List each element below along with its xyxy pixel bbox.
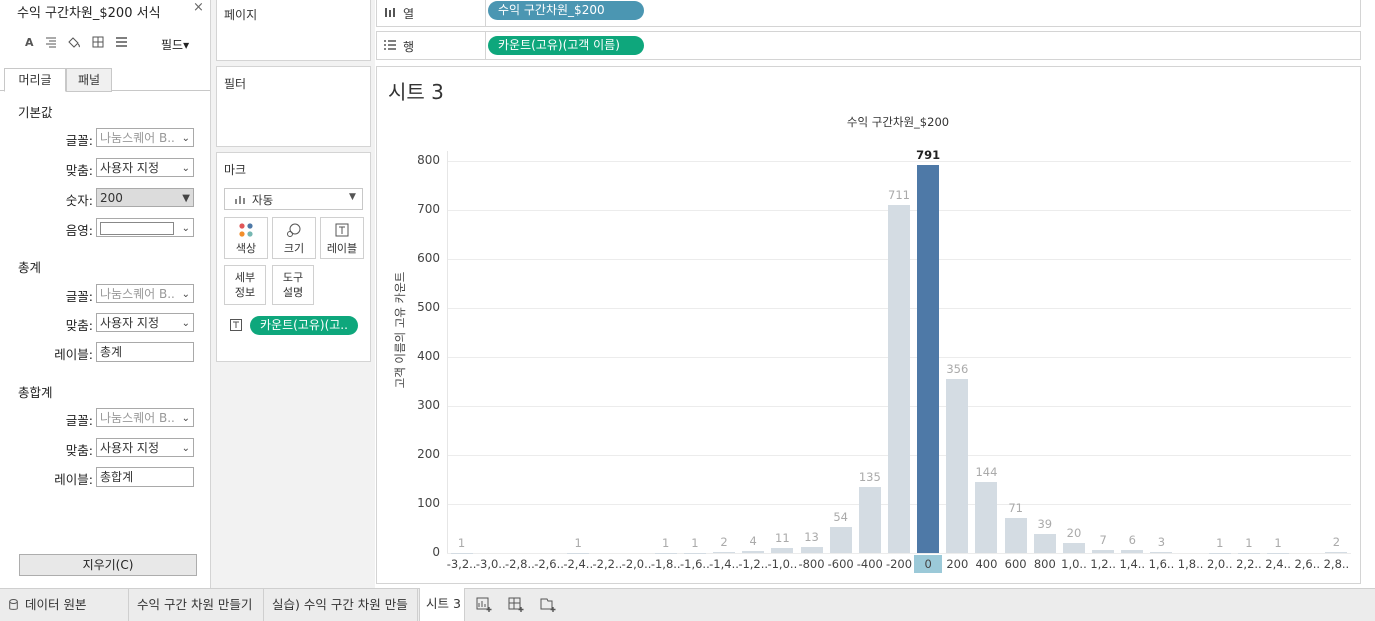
columns-pill[interactable]: 수익 구간차원_$200 [488, 1, 644, 20]
rows-pill[interactable]: 카운트(고유)(고객 이름) [488, 36, 644, 55]
tab-data-source[interactable]: 데이터 원본 [0, 589, 129, 621]
chevron-down-icon: ⌄ [181, 443, 190, 454]
new-story-icon[interactable] [540, 597, 556, 613]
borders-icon[interactable] [92, 36, 104, 51]
filters-card[interactable]: 필터 [216, 66, 371, 147]
pages-card[interactable]: 페이지 [216, 0, 371, 61]
tooltip-button[interactable]: 도구 설명 [272, 265, 314, 305]
label-field-pill[interactable]: 카운트(고유)(고.. [250, 316, 358, 335]
color-dots-icon [239, 223, 253, 237]
tab-header[interactable]: 머리글 [4, 68, 66, 92]
tab-panel[interactable]: 패널 [66, 68, 112, 92]
new-dashboard-icon[interactable] [508, 597, 524, 613]
mark-type-value: 자동 [252, 193, 274, 207]
rows-shelf: 행 카운트(고유)(고객 이름) [376, 31, 1361, 60]
marks-card-title: 마크 [224, 163, 247, 177]
label-button-label: 레이블 [326, 242, 358, 255]
section-total-title: 총계 [18, 260, 42, 275]
format-pane: 수익 구간차원_$200 서식 × A 필드▾ 머리글 패널 기본값 글꼴: 나… [0, 0, 211, 588]
font-icon[interactable]: A [25, 36, 34, 49]
tab-sheet-1[interactable]: 수익 구간 차원 만들기 [129, 589, 264, 621]
tab-sheet-2[interactable]: 실습) 수익 구간 차원 만들 [265, 589, 418, 621]
default-alignment-select[interactable]: 사용자 지정 ⌄ [96, 158, 194, 177]
section-grand-total-title: 총합계 [18, 385, 53, 400]
chevron-down-icon: ⌄ [181, 163, 190, 174]
total-font-select[interactable]: 나눔스퀘어 B.. ⌄ [96, 284, 194, 303]
number-label: 숫자: [65, 193, 93, 208]
pages-card-title: 페이지 [224, 8, 258, 22]
grand-total-alignment-value: 사용자 지정 [100, 441, 160, 455]
rows-icon [384, 40, 396, 50]
total-font-value: 나눔스퀘어 B.. [100, 287, 175, 301]
size-button[interactable]: 크기 [272, 217, 316, 259]
shading-icon[interactable] [67, 36, 81, 51]
shading-select[interactable]: ⌄ [96, 218, 194, 237]
label-button[interactable]: 레이블 [320, 217, 364, 259]
rows-label: 행 [403, 40, 415, 54]
chart-title: 수익 구간차원_$200 [846, 115, 950, 129]
detail-button[interactable]: 세부 정보 [224, 265, 266, 305]
sheet-view [376, 66, 1361, 584]
font-label: 글꼴: [65, 289, 93, 304]
shelf-divider [485, 32, 486, 59]
fields-dropdown[interactable]: 필드▾ [161, 38, 190, 52]
grand-total-alignment-select[interactable]: 사용자 지정 ⌄ [96, 438, 194, 457]
y-axis-title: 고객 이름의 고유 카운트 [393, 271, 407, 389]
chevron-down-icon: ⌄ [181, 413, 190, 424]
caret-down-icon: ▼ [349, 192, 356, 202]
mark-type-select[interactable]: 자동 ▼ [224, 188, 363, 210]
size-icon [287, 223, 301, 237]
chevron-down-icon: ⌄ [181, 318, 190, 329]
shading-label: 음영: [65, 223, 93, 238]
new-worksheet-icon[interactable] [476, 597, 492, 613]
grand-total-label-input[interactable]: 총합계 [96, 467, 194, 487]
default-font-select[interactable]: 나눔스퀘어 B.. ⌄ [96, 128, 194, 147]
text-label-icon [335, 223, 349, 237]
shading-swatch [100, 222, 174, 235]
filters-card-title: 필터 [224, 77, 247, 91]
sheet-title: 시트 3 [388, 80, 444, 104]
default-alignment-value: 사용자 지정 [100, 161, 160, 175]
total-alignment-select[interactable]: 사용자 지정 ⌄ [96, 313, 194, 332]
y-axis-title-box: 고객 이름의 고유 카운트 [393, 250, 407, 410]
sheet-tabs-bar: 데이터 원본 수익 구간 차원 만들기 실습) 수익 구간 차원 만들 시트 3 [0, 588, 1375, 621]
grand-total-font-select[interactable]: 나눔스퀘어 B.. ⌄ [96, 408, 194, 427]
font-label: 글꼴: [65, 413, 93, 428]
font-label: 글꼴: [65, 133, 93, 148]
alignment-label: 맞춤: [65, 443, 93, 458]
number-format-value: 200 [100, 191, 123, 205]
database-icon [9, 599, 18, 610]
section-default-title: 기본값 [18, 105, 53, 120]
default-font-value: 나눔스퀘어 B.. [100, 131, 175, 145]
bar-chart-icon [235, 196, 245, 204]
label-label: 레이블: [54, 472, 93, 487]
columns-shelf: 열 수익 구간차원_$200 [376, 0, 1361, 27]
tab-data-source-label: 데이터 원본 [25, 597, 87, 612]
color-button[interactable]: 색상 [224, 217, 268, 259]
format-pane-title: 수익 구간차원_$200 서식 [17, 6, 161, 21]
lines-icon[interactable] [115, 36, 128, 51]
number-format-select[interactable]: 200 ▼ [96, 188, 194, 207]
size-button-label: 크기 [283, 242, 305, 255]
shelf-divider [485, 0, 486, 26]
total-label-input[interactable]: 총계 [96, 342, 194, 362]
marks-card: 마크 자동 ▼ 색상 크기 레이블 세부 정보 도구 설명 카운트(고유)(고.… [216, 152, 371, 362]
total-alignment-value: 사용자 지정 [100, 316, 160, 330]
label-field-icon [230, 319, 242, 331]
caret-down-icon: ▼ [182, 193, 190, 204]
align-icon[interactable] [45, 36, 57, 51]
label-label: 레이블: [54, 347, 93, 362]
columns-label: 열 [403, 7, 415, 21]
alignment-label: 맞춤: [65, 318, 93, 333]
clear-button[interactable]: 지우기(C) [19, 554, 197, 576]
chevron-down-icon: ⌄ [181, 223, 190, 234]
color-button-label: 색상 [235, 242, 257, 255]
chevron-down-icon: ⌄ [181, 289, 190, 300]
close-icon[interactable]: × [193, 0, 204, 15]
grand-total-font-value: 나눔스퀘어 B.. [100, 411, 175, 425]
chevron-down-icon: ⌄ [181, 133, 190, 144]
alignment-label: 맞춤: [65, 163, 93, 178]
columns-icon [385, 8, 395, 17]
tab-sheet-3-active[interactable]: 시트 3 [419, 588, 465, 621]
